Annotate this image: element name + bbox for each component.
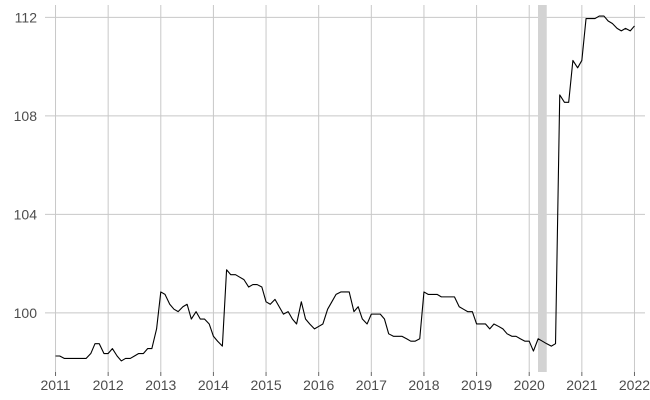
grid-lines — [45, 5, 645, 372]
x-axis-ticks: 2011 2012 2013 2014 2015 2016 2017 2018 2019 2020… — [40, 372, 650, 393]
x-tick-label: 2015 — [250, 377, 281, 393]
x-tick-label: 2017 — [356, 377, 387, 393]
x-tick-label: 2021 — [566, 377, 597, 393]
y-tick-label: 100 — [14, 305, 38, 321]
x-tick-label: 2011 — [40, 377, 70, 393]
series-line — [55, 15, 635, 362]
y-tick-label: 104 — [14, 206, 38, 222]
x-tick-label: 2013 — [145, 377, 176, 393]
x-tick-label: 2022 — [619, 377, 650, 393]
shaded-band — [538, 5, 547, 372]
x-tick-label: 2019 — [461, 377, 492, 393]
series-layer — [55, 15, 635, 362]
x-tick-label: 2018 — [408, 377, 439, 393]
y-tick-label: 108 — [14, 108, 38, 124]
y-tick-label: 112 — [15, 9, 38, 25]
x-tick-label: 2016 — [303, 377, 334, 393]
x-tick-label: 2020 — [514, 377, 545, 393]
y-axis-ticks: 100 104 108 112 — [14, 9, 38, 321]
x-tick-label: 2012 — [93, 377, 124, 393]
shaded-band-layer — [538, 5, 547, 372]
x-tick-label: 2014 — [198, 377, 229, 393]
